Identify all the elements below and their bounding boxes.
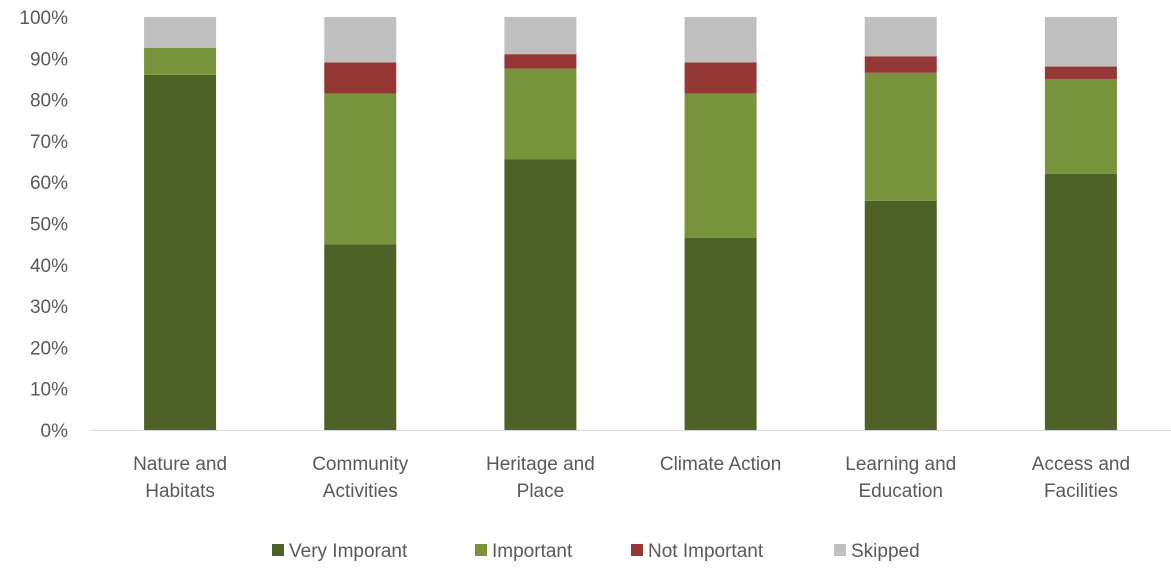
bar-segment [1044,17,1117,67]
y-tick-label: 10% [30,380,68,401]
x-category-label: Community [312,454,409,475]
bar-segment [864,17,937,57]
y-tick-label: 90% [30,49,68,70]
bars [144,17,1117,431]
y-tick-label: 70% [30,132,68,153]
bar-segment [864,56,937,73]
bar-segment [144,47,217,75]
legend-label: Important [492,541,573,562]
bar-segment [504,159,577,431]
legend-swatch [272,544,284,556]
bar-segment [144,17,217,48]
x-category-label: Nature and [133,454,227,475]
bar-segment [684,93,757,238]
bar-segment [1044,66,1117,79]
legend-label: Not Important [648,541,764,562]
y-tick-label: 30% [30,297,68,318]
x-category-label: Learning and [845,454,956,475]
legend-swatch [475,544,487,556]
x-category-label: Climate Action [660,454,781,475]
bar-segment [684,62,757,94]
bar-segment [504,68,577,160]
bar-segment [1044,78,1117,174]
bar-segment [324,93,397,245]
bar-segment [504,54,577,69]
y-tick-label: 0% [41,421,69,442]
legend: Very Imporant Important Not Important Skipp… [272,541,920,562]
y-tick-label: 100% [19,8,68,29]
x-axis-labels: Nature and Habitats Community Activities Her… [133,454,1130,502]
bar-segment [864,72,937,201]
bar-segment [504,17,577,55]
y-tick-label: 60% [30,173,68,194]
bar-segment [684,237,757,430]
x-category-label: Place [517,481,565,502]
y-tick-label: 80% [30,91,68,112]
legend-label: Skipped [851,541,920,562]
y-tick-label: 40% [30,256,68,277]
legend-label: Very Imporant [289,541,408,562]
bar-segment [864,200,937,430]
bar-segment [324,17,397,63]
x-category-label: Habitats [145,481,215,502]
x-category-label: Heritage and [486,454,595,475]
y-axis: 0% 10% 20% 30% 40% 50% 60% 70% 80% 90% 100% [19,8,68,442]
x-category-label: Activities [323,481,398,502]
bar-segment [324,62,397,94]
bar-segment [144,74,217,430]
bar-segment [324,244,397,430]
x-category-label: Facilities [1044,481,1118,502]
x-category-label: Education [858,481,943,502]
legend-swatch [834,544,846,556]
y-tick-label: 20% [30,338,68,359]
bar-segment [1044,173,1117,430]
bar-segment [684,17,757,63]
x-category-label: Access and [1032,454,1130,475]
legend-swatch [631,544,643,556]
y-tick-label: 50% [30,215,68,236]
